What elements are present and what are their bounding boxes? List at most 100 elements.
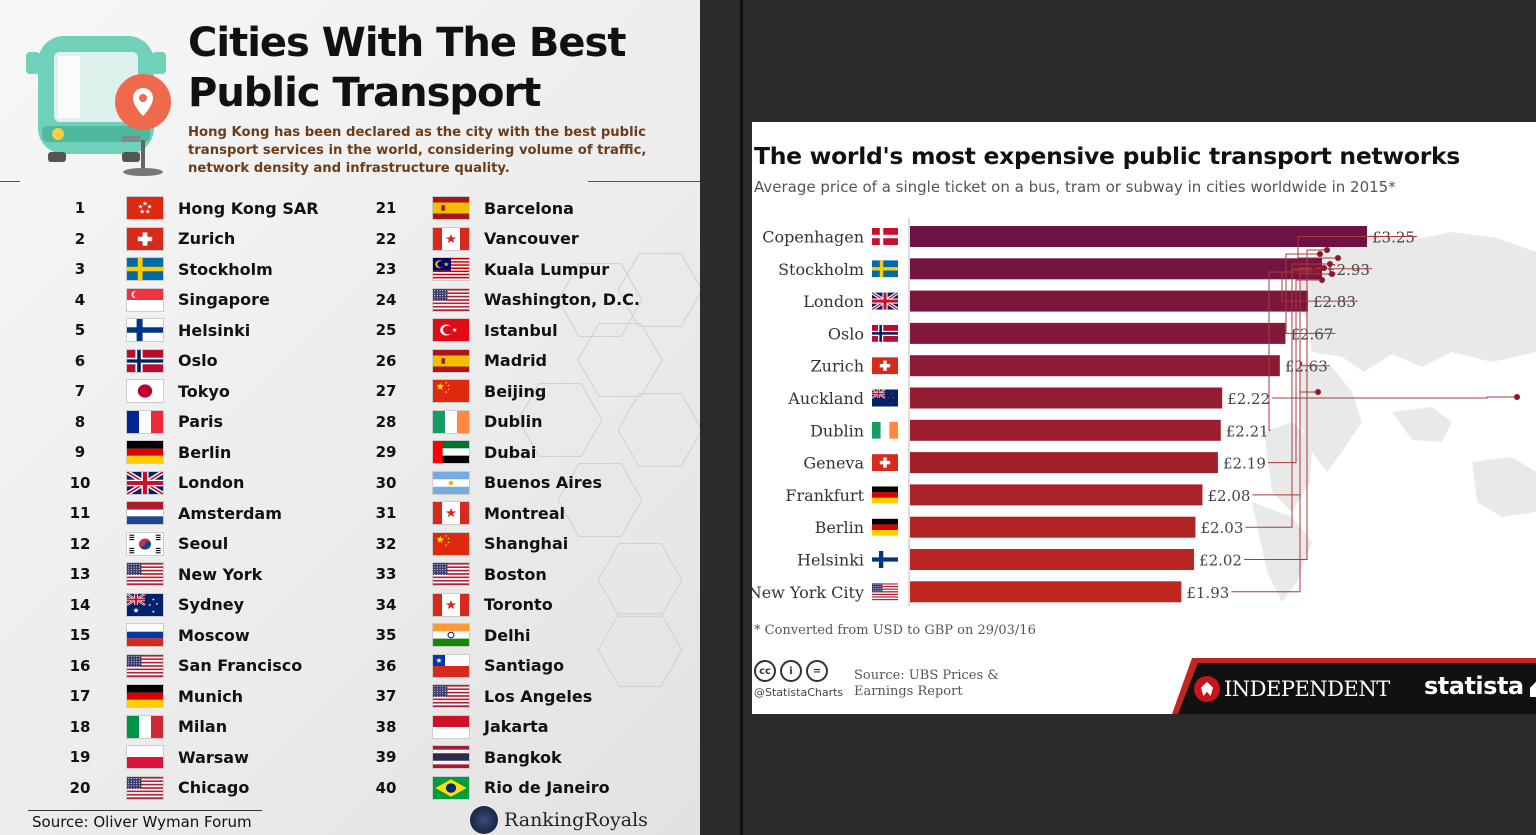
leader-line xyxy=(1285,253,1336,334)
flag-fi-icon xyxy=(126,318,164,342)
rank-number: 17 xyxy=(69,687,91,705)
panel-divider xyxy=(740,0,743,835)
rank-number: 26 xyxy=(375,351,397,370)
rank-city: Madrid xyxy=(484,351,547,370)
ranking-row: 29 Dubai xyxy=(366,438,536,466)
ranking-row: 21 Barcelona xyxy=(366,194,574,222)
flag-ie-icon xyxy=(872,421,898,439)
rank-city: Istanbul xyxy=(484,320,558,340)
value-label: £2.08 xyxy=(1207,487,1250,505)
ranking-row: 14 Sydney xyxy=(60,591,244,619)
ranking-row: 37 Los Angeles xyxy=(366,682,592,710)
city-map-dot xyxy=(1315,389,1321,395)
globe-icon xyxy=(470,806,498,834)
category-label: Dublin xyxy=(810,421,864,440)
rank-number: 22 xyxy=(375,229,397,248)
rank-number: 28 xyxy=(375,412,397,431)
flag-de-icon xyxy=(872,518,898,536)
value-label: £3.25 xyxy=(1372,229,1415,247)
rank-number: 21 xyxy=(375,199,397,217)
rank-number: 13 xyxy=(69,565,91,583)
rank-city: Zurich xyxy=(178,229,236,248)
flag-ie-icon xyxy=(432,409,470,434)
rank-number: 5 xyxy=(74,321,86,339)
rank-city: Singapore xyxy=(178,290,270,309)
ranking-row: 1 Hong Kong SAR xyxy=(60,194,319,222)
flag-ru-icon xyxy=(126,623,164,647)
ranking-row: 13 New York xyxy=(60,560,262,588)
flag-de-icon xyxy=(126,440,164,464)
rank-number: 4 xyxy=(74,290,86,309)
world-map-background xyxy=(1252,232,1536,602)
value-label: £2.19 xyxy=(1223,455,1266,473)
chart-source: Source: UBS Prices & Earnings Report xyxy=(854,668,999,699)
value-label: £2.21 xyxy=(1226,422,1269,440)
ranking-row: 5 Helsinki xyxy=(60,316,250,344)
category-label: London xyxy=(803,292,864,311)
rank-number: 24 xyxy=(375,290,397,309)
rank-number: 27 xyxy=(375,382,397,400)
rank-number: 23 xyxy=(375,260,397,278)
bar-london xyxy=(910,290,1308,312)
rank-city: Hong Kong SAR xyxy=(178,198,319,218)
ranking-row: 17 Munich xyxy=(60,682,243,710)
continent-shape xyxy=(1392,407,1452,442)
bar-dublin xyxy=(910,419,1221,441)
best-transport-infographic: Cities With The Best Public Transport Ho… xyxy=(0,0,700,835)
leader-line xyxy=(1267,279,1322,464)
ranking-row: 40 Rio de Janeiro xyxy=(366,774,610,802)
rank-number: 33 xyxy=(375,565,397,583)
cc-icon: cc xyxy=(754,660,776,682)
flag-es-icon xyxy=(432,348,470,373)
category-label: Berlin xyxy=(815,518,864,537)
flag-cn-icon xyxy=(432,531,470,556)
rank-city: Moscow xyxy=(178,625,250,645)
leader-line xyxy=(1268,271,1297,431)
rank-city: Beijing xyxy=(484,381,547,401)
flag-cn-icon xyxy=(432,379,470,403)
rank-city: Seoul xyxy=(178,534,229,553)
rank-number: 35 xyxy=(375,626,397,644)
city-map-dot xyxy=(1329,271,1335,277)
ranking-row: 23 Kuala Lumpur xyxy=(366,255,609,283)
location-pin-icon xyxy=(115,74,171,176)
hexagon-shape xyxy=(517,383,603,457)
flag-us-icon xyxy=(432,287,470,312)
hexagon-shape xyxy=(597,613,683,687)
flag-id-icon xyxy=(432,714,470,739)
divider xyxy=(0,181,20,182)
leader-line xyxy=(1231,391,1318,593)
independent-logo: INDEPENDENT xyxy=(1194,676,1390,702)
city-map-dot xyxy=(1317,251,1323,257)
rank-city: Bangkok xyxy=(484,747,562,767)
flag-fr-icon xyxy=(126,409,164,434)
city-map-dot xyxy=(1327,261,1333,267)
hexagon-shape xyxy=(597,543,683,617)
ranking-row: 19 Warsaw xyxy=(60,743,249,771)
ranking-row: 39 Bangkok xyxy=(366,743,562,771)
title-line-1: Cities With The Best xyxy=(188,20,626,66)
ranking-row: 36 Santiago xyxy=(366,652,564,680)
divider xyxy=(28,810,262,811)
rank-city: Dublin xyxy=(484,412,543,431)
rank-city: Dubai xyxy=(484,442,537,462)
ranking-row: 16 San Francisco xyxy=(60,652,302,680)
continent-shape xyxy=(1264,422,1312,512)
ranking-row: 3 Stockholm xyxy=(60,255,273,283)
ranking-row: 8 Paris xyxy=(60,408,223,436)
value-label: £2.63 xyxy=(1285,358,1328,376)
brand-name: RankingRoyals xyxy=(504,809,648,831)
rank-city: Vancouver xyxy=(484,229,579,248)
city-map-dot xyxy=(1321,265,1327,271)
ranking-row: 27 Beijing xyxy=(366,377,546,405)
ranking-row: 11 Amsterdam xyxy=(60,499,282,527)
rank-number: 18 xyxy=(69,717,91,736)
ranking-row: 10 London xyxy=(60,469,244,497)
flag-hk-icon xyxy=(126,196,164,220)
infographic-subtitle: Hong Kong has been declared as the city … xyxy=(188,125,647,176)
publisher-name: INDEPENDENT xyxy=(1224,677,1390,701)
leader-line xyxy=(1272,396,1517,399)
rank-city: Los Angeles xyxy=(484,686,593,706)
hexagon-shape xyxy=(617,253,700,327)
bar-zurich xyxy=(910,355,1280,377)
